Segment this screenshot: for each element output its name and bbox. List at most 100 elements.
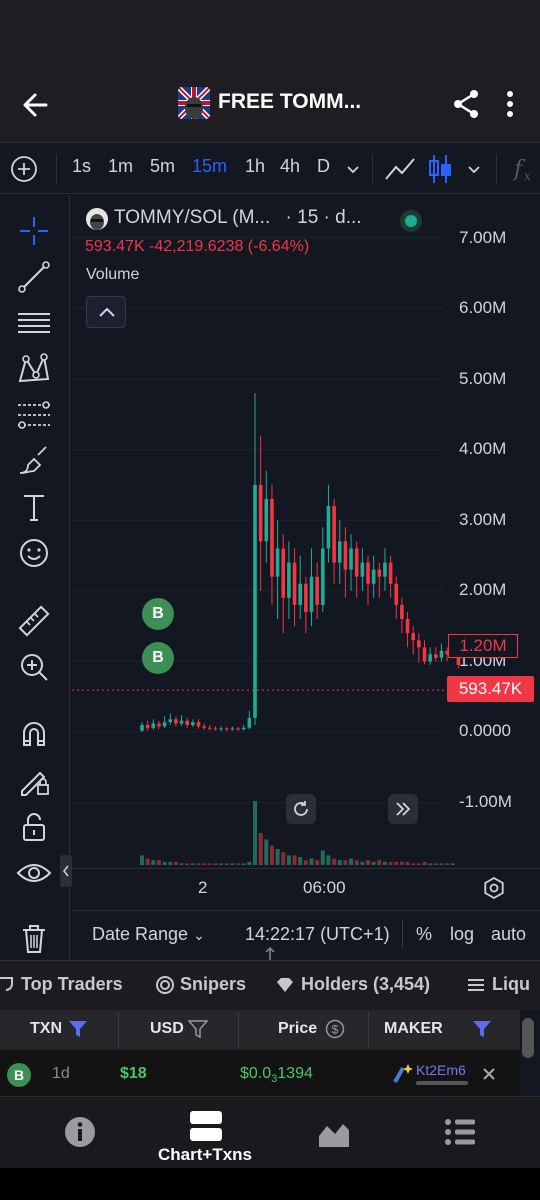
price-chart[interactable]	[72, 195, 540, 907]
tab-snipers[interactable]: Snipers	[180, 974, 247, 994]
lock-drawing-icon[interactable]	[14, 761, 54, 801]
chevron-down-icon[interactable]	[465, 160, 483, 178]
maker-address[interactable]: Kt2Em6	[416, 1062, 466, 1078]
unlock-icon[interactable]	[14, 807, 54, 847]
timeframe-5m[interactable]: 5m	[150, 156, 176, 176]
column-header-usd[interactable]: USD	[150, 1020, 184, 1037]
tab-liquidity[interactable]: Liqu	[492, 974, 530, 994]
more-options-icon[interactable]	[498, 88, 522, 120]
info-icon[interactable]	[64, 1116, 96, 1148]
candles-icon[interactable]	[428, 153, 452, 185]
column-header-price[interactable]: Price	[278, 1020, 318, 1037]
candle-body	[309, 576, 314, 612]
candle-body	[264, 499, 269, 542]
volume-bar	[332, 858, 337, 865]
candle-body	[332, 506, 336, 563]
back-arrow-icon[interactable]	[18, 88, 52, 122]
eye-icon[interactable]	[14, 853, 54, 893]
collapse-indicators-button[interactable]	[86, 296, 126, 328]
text-icon[interactable]	[14, 487, 54, 527]
trend-line-icon[interactable]	[14, 257, 54, 297]
settings-icon[interactable]	[482, 876, 506, 900]
chart-canvas	[72, 237, 461, 865]
column-header-maker[interactable]: MAKER	[384, 1020, 443, 1037]
percent-toggle[interactable]: %	[416, 924, 433, 944]
system-navigation-bar	[0, 1168, 540, 1200]
timeframe-15m[interactable]: 15m	[192, 156, 228, 176]
tab-holders[interactable]: Holders (3,454)	[301, 974, 431, 994]
reset-chart-icon[interactable]	[286, 794, 316, 824]
collapse-tools-handle[interactable]	[60, 855, 72, 887]
filter-icon[interactable]	[472, 1020, 492, 1038]
clock-label[interactable]: 14:22:17 (UTC+1)	[245, 924, 390, 944]
magnet-icon[interactable]	[14, 715, 54, 755]
volume-bar	[286, 855, 291, 865]
liquidity-icon	[466, 976, 486, 994]
title-bar	[0, 70, 540, 142]
zoom-in-icon[interactable]	[14, 647, 54, 687]
nav-chart-txns-label[interactable]: Chart+Txns	[158, 1145, 252, 1164]
chart-txns-icon[interactable]	[189, 1110, 223, 1142]
volume-bar	[394, 861, 399, 865]
date-range-button[interactable]: Date Range ⌄	[92, 924, 205, 944]
candle-body	[224, 728, 229, 730]
fib-icon[interactable]	[14, 395, 54, 435]
timeframe-1s[interactable]: 1s	[72, 156, 92, 176]
pattern-icon[interactable]	[14, 349, 54, 389]
candle-body	[371, 569, 376, 584]
candle-body	[270, 499, 274, 577]
volume-bar	[377, 860, 382, 865]
y-tick-label: 7.00M	[459, 228, 507, 247]
horizontal-lines-icon[interactable]	[14, 303, 54, 343]
txn-tabs	[0, 960, 540, 1010]
candle-body	[326, 506, 331, 549]
volume-bar	[162, 861, 167, 865]
dollar-circle-icon[interactable]: $	[325, 1019, 345, 1039]
symbol-label[interactable]: TOMMY/SOL (M...	[114, 207, 271, 228]
chevron-down-icon[interactable]	[344, 160, 362, 178]
line-chart-icon[interactable]	[384, 155, 416, 183]
trash-icon[interactable]	[14, 919, 54, 959]
volume-bar	[416, 863, 421, 865]
table-scrollbar[interactable]	[522, 1018, 534, 1058]
interval-label: · 15 · d...	[285, 207, 362, 228]
timeframe-d[interactable]: D	[317, 156, 330, 176]
column-header-txn[interactable]: TXN	[30, 1020, 62, 1037]
filter-icon[interactable]	[68, 1020, 88, 1038]
timeframe-1h[interactable]: 1h	[245, 156, 266, 176]
log-toggle[interactable]: log	[450, 924, 475, 944]
volume-bar	[230, 863, 235, 865]
volume-indicator-label[interactable]: Volume	[86, 266, 140, 283]
close-icon[interactable]	[480, 1065, 498, 1083]
filter-icon[interactable]	[187, 1020, 209, 1039]
ruler-icon[interactable]	[14, 601, 54, 641]
volume-bar	[371, 861, 376, 865]
scroll-to-latest-icon[interactable]	[388, 794, 418, 824]
area-chart-icon[interactable]	[317, 1118, 351, 1148]
volume-bar	[275, 849, 280, 865]
list-icon[interactable]	[444, 1116, 476, 1148]
table-row[interactable]	[0, 1050, 520, 1096]
candle-body	[281, 548, 286, 598]
candle-body	[383, 562, 387, 577]
volume-bar	[298, 857, 303, 865]
crosshair-icon[interactable]	[14, 211, 54, 251]
timeframe-1m[interactable]: 1m	[108, 156, 134, 176]
candle-body	[140, 724, 144, 731]
candle-body	[151, 723, 156, 728]
emoji-icon[interactable]	[14, 533, 54, 573]
buy-marker[interactable]: B	[142, 642, 174, 674]
time-axis[interactable]	[72, 868, 540, 908]
tab-top-traders[interactable]: Top Traders	[21, 974, 123, 994]
candle-body	[275, 548, 280, 577]
candle-body	[304, 583, 308, 612]
txn-age: 1d	[52, 1065, 70, 1082]
auto-toggle[interactable]: auto	[491, 924, 527, 944]
buy-marker[interactable]: B	[142, 598, 174, 630]
drawing-tools-panel	[0, 195, 70, 960]
share-icon[interactable]	[450, 88, 482, 120]
timeframe-4h[interactable]: 4h	[280, 156, 301, 176]
add-indicator-icon[interactable]	[10, 155, 38, 183]
brush-icon[interactable]	[14, 441, 54, 481]
